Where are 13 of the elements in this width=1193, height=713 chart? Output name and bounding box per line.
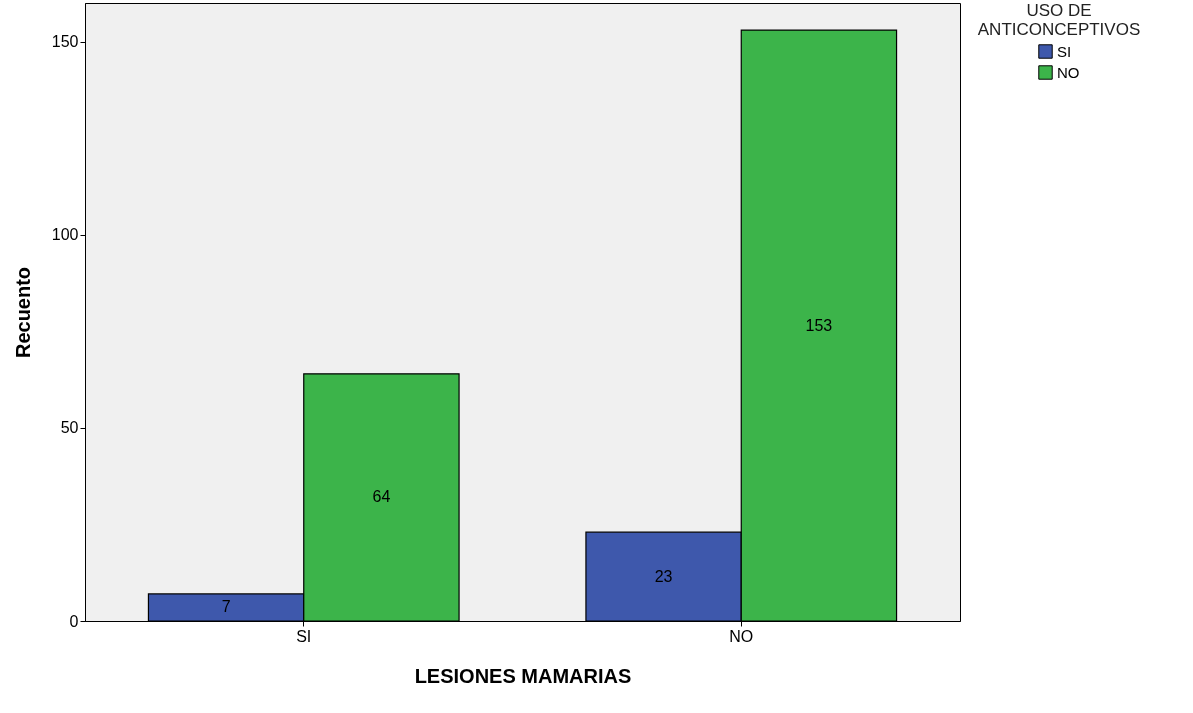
- y-tick-label: 50: [60, 419, 79, 437]
- data-label: 64: [372, 488, 391, 506]
- y-tick-label: 0: [69, 612, 79, 630]
- legend-title: USO DE ANTICONCEPTIVOS: [977, 1, 1141, 39]
- data-label: 23: [654, 567, 673, 585]
- y-tick-label: 100: [51, 226, 79, 244]
- legend-label: SI: [1057, 42, 1072, 60]
- x-axis-title: LESIONES MAMARIAS: [414, 664, 632, 687]
- data-label: 153: [805, 316, 833, 334]
- y-tick-label: 150: [51, 33, 79, 51]
- y-axis-title: Recuento: [11, 266, 34, 359]
- data-label: 7: [221, 598, 231, 616]
- legend-label: NO: [1057, 63, 1080, 81]
